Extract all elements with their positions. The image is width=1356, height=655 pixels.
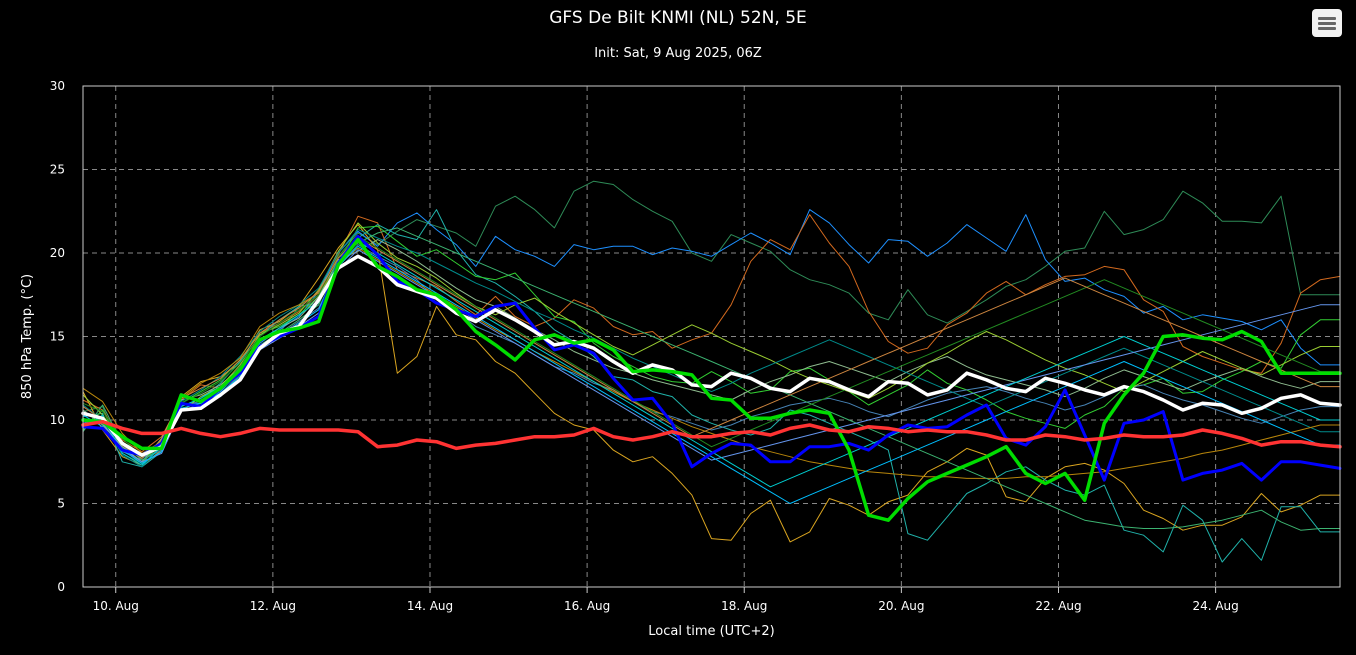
x-tick-label: 14. Aug: [407, 599, 453, 613]
series-line-15: [82, 227, 1341, 531]
x-tick-label: 22. Aug: [1035, 599, 1081, 613]
x-tick-label: 16. Aug: [564, 599, 610, 613]
series-line-11: [82, 239, 1341, 463]
y-tick-label: 0: [57, 580, 65, 594]
series-line-19: [82, 237, 1341, 459]
series-line-7: [82, 224, 1341, 543]
x-tick-label: 10. Aug: [93, 599, 139, 613]
x-tick-label: 18. Aug: [721, 599, 767, 613]
y-tick-label: 10: [50, 413, 65, 427]
series-line-20: [82, 245, 1341, 504]
chart-subtitle: Init: Sat, 9 Aug 2025, 06Z: [594, 46, 762, 61]
hamburger-menu-button[interactable]: [1312, 9, 1342, 37]
hamburger-menu-icon: [1318, 17, 1336, 20]
series-line-14: [82, 247, 1341, 479]
hamburger-menu-icon-bar: [1318, 27, 1336, 30]
x-tick-label: 20. Aug: [878, 599, 924, 613]
series-line-18: [82, 240, 1341, 488]
grid-layer: [83, 86, 1340, 587]
series-line-8: [82, 209, 1341, 563]
y-axis-ticks: 0 5 10 15 20 25 30: [50, 79, 65, 594]
series-line-17: [82, 235, 1341, 458]
series-line-3: [81, 419, 1342, 451]
y-tick-label: 20: [50, 246, 65, 260]
x-axis-ticks: 10. Aug 12. Aug 14. Aug 16. Aug 18. Aug 20. A…: [93, 587, 1239, 613]
x-tick-label: 24. Aug: [1192, 599, 1238, 613]
x-axis-title: Local time (UTC+2): [648, 624, 774, 639]
x-tick-label: 12. Aug: [250, 599, 296, 613]
series-line-13: [82, 229, 1341, 468]
y-axis-title: 850 hPa Temp. (°C): [20, 274, 35, 399]
y-tick-label: 5: [57, 497, 65, 511]
y-tick-label: 30: [50, 79, 65, 93]
series-layer: [81, 180, 1342, 563]
y-tick-label: 15: [50, 330, 65, 344]
hamburger-menu-icon-bar: [1318, 22, 1336, 25]
y-tick-label: 25: [50, 163, 65, 177]
series-line-2: [81, 237, 1342, 522]
chart-title: GFS De Bilt KNMI (NL) 52N, 5E: [549, 8, 807, 28]
plot-border: [82, 85, 1341, 588]
